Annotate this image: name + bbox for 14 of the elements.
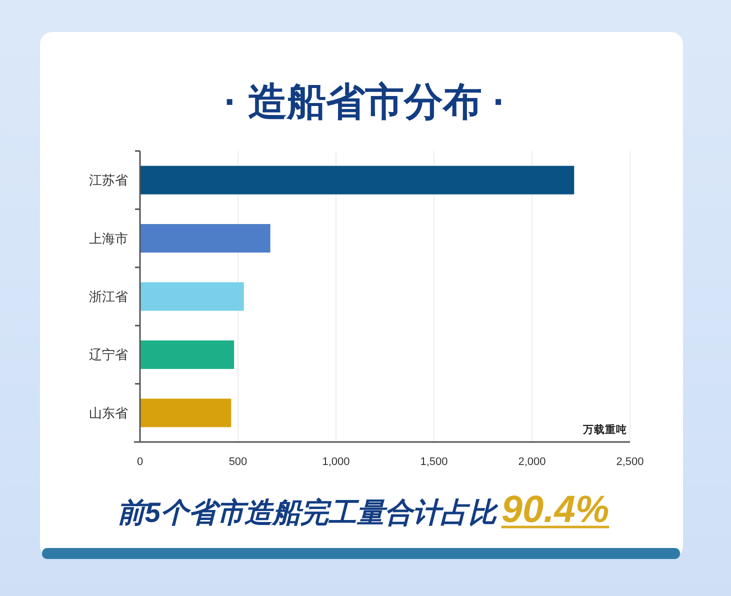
x-tick-label: 1,000 (322, 456, 350, 468)
y-tick-label: 江苏省 (89, 172, 128, 188)
y-tick-label: 上海市 (89, 230, 128, 246)
x-tick-label: 0 (136, 456, 144, 468)
annotations: 前5个省市造船完工量合计占比90.4% (116, 489, 610, 531)
x-tick-label: 1,500 (420, 456, 448, 468)
y-tick-label: 山东省 (89, 405, 128, 420)
x-axis-title: 万载重吨 (582, 423, 627, 436)
x-tick-label: 2,000 (518, 456, 546, 468)
x-tick-label: 500 (228, 456, 248, 468)
y-tick-label: 浙江省 (89, 289, 128, 304)
y-tick-label: 辽宁省 (89, 347, 128, 362)
x-tick-label: 2,500 (616, 456, 644, 468)
chart-title: · 造船省市分布 · (224, 81, 506, 124)
